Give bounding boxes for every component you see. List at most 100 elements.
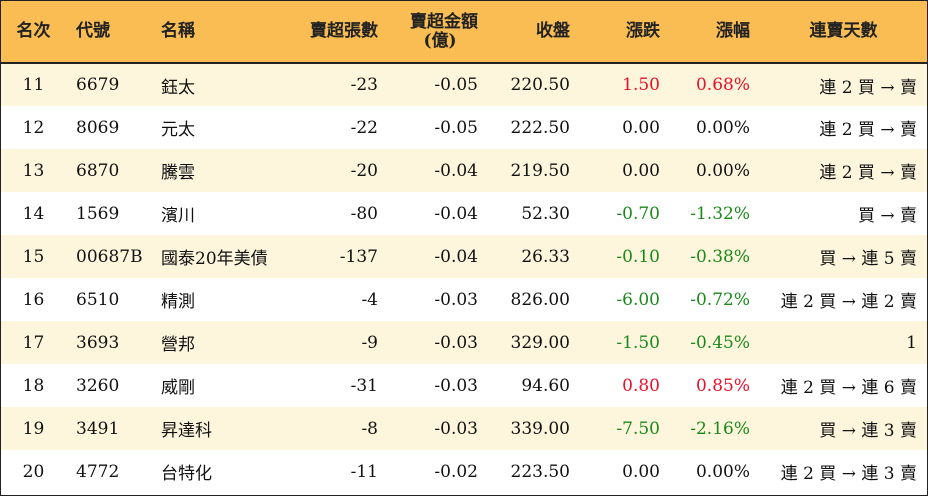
- cell-code: 6510: [76, 289, 120, 310]
- cell-sell-lots: -23: [350, 75, 378, 95]
- cell-pct: -1.32%: [690, 203, 750, 224]
- cell-close: 94.60: [521, 375, 570, 396]
- cell-pct: -2.16%: [690, 418, 750, 439]
- cell-rank: 15: [22, 246, 45, 267]
- cell-name: 國泰20年美債: [161, 249, 268, 269]
- cell-name: 元太: [161, 120, 195, 140]
- header-name: 名稱: [151, 1, 281, 64]
- cell-rank: 11: [22, 75, 45, 95]
- cell-close: 52.30: [521, 203, 570, 224]
- cell-pct: -0.38%: [690, 246, 750, 267]
- cell-rank: 12: [22, 117, 45, 138]
- cell-sell-lots: -137: [339, 246, 378, 267]
- cell-sell-amount: -0.03: [434, 418, 478, 439]
- cell-close: 220.50: [510, 75, 570, 95]
- cell-code: 6679: [76, 75, 120, 95]
- cell-pct: 0.68%: [695, 75, 750, 95]
- table-header: 名次 代號 名稱 賣超張數 賣超金額 (億) 收盤 漲跌 漲幅 連賣天數: [1, 1, 927, 64]
- cell-sell-amount: -0.05: [434, 117, 478, 138]
- header-sell-amount-line2: (億): [423, 30, 457, 51]
- cell-close: 826.00: [510, 289, 570, 310]
- cell-sell-amount: -0.03: [434, 375, 478, 396]
- cell-name: 鈺太: [161, 77, 195, 98]
- cell-close: 222.50: [510, 117, 570, 138]
- cell-close: 223.50: [510, 461, 570, 482]
- cell-streak: 連 2 買 → 連 3 賣: [780, 464, 917, 484]
- cell-code: 1569: [76, 203, 120, 224]
- cell-sell-lots: -20: [350, 160, 378, 181]
- cell-pct: 0.00%: [695, 160, 750, 181]
- table-row: 15 00687B 國泰20年美債 -137 -0.04 26.33 -0.10…: [1, 235, 927, 278]
- cell-close: 329.00: [510, 332, 570, 353]
- cell-streak: 連 2 買 → 連 2 賣: [780, 292, 917, 312]
- cell-sell-lots: -31: [350, 375, 378, 396]
- header-close: 收盤: [488, 1, 580, 64]
- cell-name: 台特化: [161, 464, 212, 484]
- cell-sell-lots: -4: [361, 289, 378, 310]
- cell-change: 1.50: [622, 75, 660, 95]
- cell-rank: 20: [22, 461, 45, 482]
- cell-rank: 19: [22, 418, 45, 439]
- cell-pct: -0.45%: [690, 332, 750, 353]
- cell-code: 6870: [76, 160, 120, 181]
- cell-streak: 連 2 買 → 賣: [819, 77, 917, 98]
- cell-streak: 連 2 買 → 連 6 賣: [780, 378, 917, 398]
- cell-streak: 連 2 買 → 賣: [819, 163, 917, 183]
- cell-pct: -0.72%: [690, 289, 750, 310]
- header-pct: 漲幅: [670, 1, 760, 64]
- cell-name: 威剛: [161, 378, 195, 398]
- cell-streak: 1: [906, 332, 917, 353]
- cell-streak: 買 → 連 3 賣: [819, 421, 917, 441]
- cell-pct: 0.00%: [695, 117, 750, 138]
- header-streak: 連賣天數: [760, 1, 927, 64]
- header-code: 代號: [66, 1, 151, 64]
- cell-streak: 買 → 賣: [857, 206, 917, 226]
- header-sell-lots: 賣超張數: [281, 1, 388, 64]
- table-row: 11 6679 鈺太 -23 -0.05 220.50 1.50 0.68% 連…: [1, 63, 927, 106]
- table-row: 14 1569 濱川 -80 -0.04 52.30 -0.70 -1.32% …: [1, 192, 927, 235]
- cell-sell-amount: -0.03: [434, 332, 478, 353]
- header-row: 名次 代號 名稱 賣超張數 賣超金額 (億) 收盤 漲跌 漲幅 連賣天數: [1, 1, 927, 64]
- cell-sell-amount: -0.05: [434, 75, 478, 95]
- table-row: 16 6510 精測 -4 -0.03 826.00 -6.00 -0.72% …: [1, 278, 927, 321]
- cell-name: 精測: [161, 292, 195, 312]
- header-sell-amount-line1: 賣超金額: [410, 11, 478, 32]
- cell-change: -0.70: [616, 203, 660, 224]
- cell-code: 3693: [76, 332, 120, 353]
- cell-sell-amount: -0.02: [434, 461, 478, 482]
- table-row: 12 8069 元太 -22 -0.05 222.50 0.00 0.00% 連…: [1, 106, 927, 149]
- cell-change: 0.00: [622, 117, 660, 138]
- cell-rank: 16: [22, 289, 45, 310]
- cell-sell-amount: -0.04: [434, 246, 478, 267]
- cell-rank: 14: [22, 203, 45, 224]
- cell-code: 3491: [76, 418, 120, 439]
- cell-change: -0.10: [616, 246, 660, 267]
- cell-close: 26.33: [521, 246, 570, 267]
- cell-name: 營邦: [161, 335, 195, 355]
- cell-sell-lots: -8: [361, 418, 378, 439]
- header-sell-amount: 賣超金額 (億): [388, 1, 488, 64]
- cell-rank: 18: [22, 375, 45, 396]
- table-row: 18 3260 威剛 -31 -0.03 94.60 0.80 0.85% 連 …: [1, 364, 927, 407]
- cell-code: 4772: [76, 461, 120, 482]
- cell-close: 219.50: [510, 160, 570, 181]
- table-row: 17 3693 營邦 -9 -0.03 329.00 -1.50 -0.45% …: [1, 321, 927, 364]
- cell-name: 騰雲: [161, 163, 195, 183]
- cell-streak: 連 2 買 → 賣: [819, 120, 917, 140]
- header-rank: 名次: [1, 1, 66, 64]
- table-row: 20 4772 台特化 -11 -0.02 223.50 0.00 0.00% …: [1, 450, 927, 493]
- cell-sell-lots: -11: [350, 461, 378, 482]
- cell-close: 339.00: [510, 418, 570, 439]
- cell-pct: 0.00%: [695, 461, 750, 482]
- cell-rank: 17: [22, 332, 45, 353]
- cell-sell-amount: -0.04: [434, 160, 478, 181]
- cell-change: -7.50: [616, 418, 660, 439]
- cell-name: 濱川: [161, 206, 195, 226]
- table-row: 19 3491 昇達科 -8 -0.03 339.00 -7.50 -2.16%…: [1, 407, 927, 450]
- cell-code: 00687B: [76, 246, 143, 267]
- cell-change: -1.50: [616, 332, 660, 353]
- cell-sell-lots: -9: [361, 332, 378, 353]
- cell-sell-lots: -22: [350, 117, 378, 138]
- header-change: 漲跌: [580, 1, 670, 64]
